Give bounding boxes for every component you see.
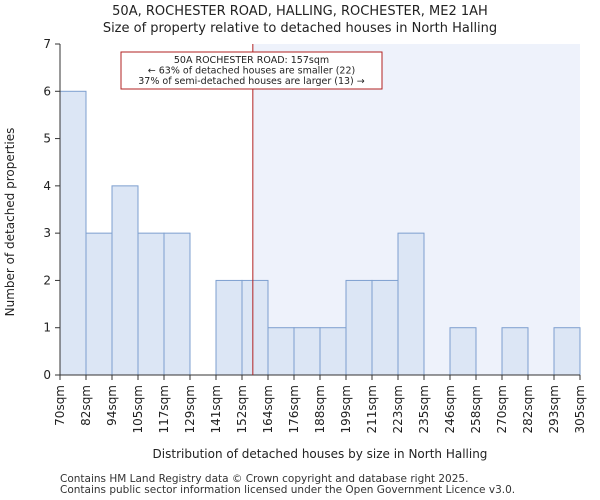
annotation-box <box>120 51 383 90</box>
bar-270sqm <box>501 327 529 376</box>
y-tick-label: 1 <box>43 321 51 335</box>
x-tick-label: 223sqm <box>391 385 405 433</box>
x-tick-label: 105sqm <box>131 385 145 433</box>
x-tick-label: 305sqm <box>573 385 587 433</box>
annotation-line: 37% of semi-detached houses are larger (… <box>138 76 365 87</box>
bar-141sqm <box>215 279 243 376</box>
bar-211sqm <box>371 279 399 376</box>
x-axis-label: Distribution of detached houses by size … <box>153 447 488 461</box>
x-tick-label: 82sqm <box>79 385 93 426</box>
x-tick-label: 70sqm <box>53 385 67 426</box>
x-tick-label: 211sqm <box>365 385 379 433</box>
x-tick-label: 117sqm <box>157 385 171 433</box>
bar-246sqm <box>449 327 477 376</box>
x-tick-label: 129sqm <box>183 385 197 433</box>
chart-subtitle: Size of property relative to detached ho… <box>102 21 498 36</box>
footer-copyright: Contains HM Land Registry data © Crown c… <box>60 473 469 485</box>
bar-188sqm <box>319 327 347 376</box>
x-tick-label: 258sqm <box>469 385 483 433</box>
bar-199sqm <box>345 279 373 376</box>
x-tick-label: 282sqm <box>521 385 535 433</box>
x-tick-label: 270sqm <box>495 385 509 433</box>
bar-94sqm <box>111 185 139 376</box>
x-tick-label: 176sqm <box>287 385 301 433</box>
bar-293sqm <box>553 327 581 376</box>
y-tick-label: 2 <box>43 273 51 287</box>
x-tick-label: 293sqm <box>547 385 561 433</box>
bar-105sqm <box>137 232 165 376</box>
bar-152sqm <box>241 279 269 376</box>
y-tick-label: 6 <box>43 84 51 98</box>
x-tick-label: 199sqm <box>339 385 353 433</box>
x-tick-label: 188sqm <box>313 385 327 433</box>
bar-82sqm <box>85 232 113 376</box>
x-tick-label: 152sqm <box>235 385 249 433</box>
y-tick-label: 0 <box>43 368 51 382</box>
bar-164sqm <box>267 327 295 376</box>
x-tick-label: 141sqm <box>209 385 223 433</box>
bar-70sqm <box>59 90 87 376</box>
x-tick-label: 246sqm <box>443 385 457 433</box>
annotation-line: 50A ROCHESTER ROAD: 157sqm <box>174 55 329 66</box>
bar-223sqm <box>397 232 425 376</box>
y-tick-label: 5 <box>43 132 51 146</box>
x-tick-label: 235sqm <box>417 385 431 433</box>
y-axis-label: Number of detached properties <box>3 128 17 317</box>
chart-title: 50A, ROCHESTER ROAD, HALLING, ROCHESTER,… <box>112 4 488 19</box>
x-tick-label: 94sqm <box>105 385 119 426</box>
x-tick-label: 164sqm <box>261 385 275 433</box>
bar-117sqm <box>163 232 191 376</box>
footer-licence: Contains public sector information licen… <box>60 484 516 496</box>
bar-176sqm <box>293 327 321 376</box>
y-tick-label: 7 <box>43 37 51 51</box>
annotation-line: ← 63% of detached houses are smaller (22… <box>148 66 355 77</box>
y-tick-label: 3 <box>43 226 51 240</box>
y-tick-label: 4 <box>43 179 51 193</box>
